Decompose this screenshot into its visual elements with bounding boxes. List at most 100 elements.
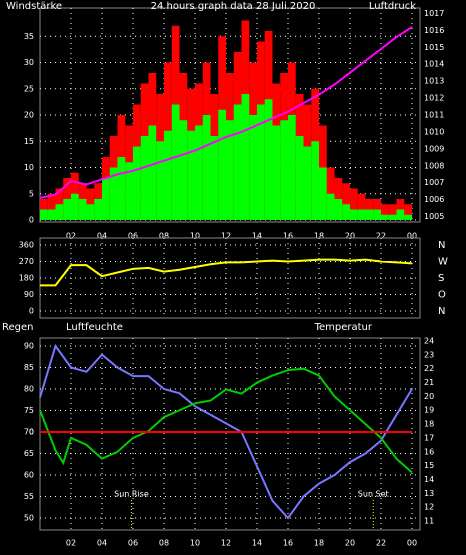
rain-tick-label: 0 bbox=[29, 428, 34, 437]
x-tick-label: 18 bbox=[314, 232, 324, 241]
y-tick-label: 85 bbox=[24, 363, 34, 372]
bar bbox=[396, 209, 405, 220]
y-tick-label: 5 bbox=[29, 189, 34, 198]
y2-tick-label: N bbox=[438, 306, 445, 317]
bar bbox=[71, 193, 79, 220]
bar bbox=[381, 214, 389, 220]
y2-tick-label: 1011 bbox=[424, 111, 444, 120]
bar bbox=[187, 130, 195, 220]
y2-tick-label: 1010 bbox=[424, 127, 444, 136]
y-tick-label: 25 bbox=[24, 84, 34, 93]
y-tick-label: 270 bbox=[19, 257, 34, 266]
bar bbox=[63, 199, 71, 220]
bar bbox=[133, 146, 141, 220]
y-tick-label: 360 bbox=[19, 241, 34, 250]
bar bbox=[171, 104, 180, 220]
y2-tick-label: 24 bbox=[424, 337, 434, 346]
bar bbox=[47, 209, 56, 220]
bar bbox=[334, 199, 343, 220]
y2-tick-label: 1014 bbox=[424, 60, 444, 69]
bar bbox=[195, 125, 203, 220]
y2-tick-label: 13 bbox=[424, 489, 434, 498]
annotation-label: Sun Rise bbox=[114, 490, 149, 499]
bar bbox=[249, 115, 257, 220]
bar bbox=[94, 199, 102, 220]
bar bbox=[404, 204, 412, 220]
bar bbox=[350, 209, 358, 220]
y2-tick-label: 15 bbox=[424, 461, 434, 470]
y2-tick-label: 1006 bbox=[424, 195, 444, 204]
y2-tick-label: 21 bbox=[424, 378, 434, 387]
y-axis-label: Windstärke bbox=[6, 1, 62, 12]
rain-axis-label: Regen bbox=[2, 322, 34, 333]
y2-tick-label: 1005 bbox=[424, 212, 444, 221]
x-tick-label: 16 bbox=[283, 539, 293, 548]
bar bbox=[210, 136, 219, 220]
annotation-label: Sun Set bbox=[358, 490, 389, 499]
bar bbox=[311, 141, 319, 220]
x-tick-label: 18 bbox=[314, 539, 324, 548]
bar bbox=[233, 104, 242, 220]
bar bbox=[404, 214, 412, 220]
x-tick-label: 14 bbox=[252, 232, 262, 241]
x-tick-label: 20 bbox=[345, 232, 355, 241]
line bbox=[39, 367, 413, 474]
x-tick-label: 14 bbox=[252, 539, 262, 548]
bar bbox=[40, 209, 48, 220]
bar bbox=[140, 136, 149, 220]
bar bbox=[381, 204, 389, 220]
x-tick-label: 00 bbox=[407, 232, 417, 241]
line bbox=[40, 258, 413, 287]
plot-frame bbox=[39, 337, 421, 531]
bar bbox=[47, 193, 56, 220]
y2-tick-label: 11 bbox=[424, 517, 434, 526]
y-tick-label: 20 bbox=[24, 111, 34, 120]
bar bbox=[55, 204, 64, 220]
bar bbox=[342, 183, 350, 220]
chart-title: 24 hours graph data 28 Juli 2020 bbox=[151, 1, 316, 12]
x-tick-label: 08 bbox=[159, 539, 169, 548]
bar bbox=[264, 99, 273, 220]
x-tick-label: 10 bbox=[190, 539, 200, 548]
bar bbox=[288, 115, 296, 220]
y2-tick-label: S bbox=[438, 273, 444, 284]
bar bbox=[365, 209, 374, 220]
y2-tick-label: 1015 bbox=[424, 43, 444, 52]
bar bbox=[86, 204, 95, 220]
bar bbox=[357, 209, 366, 220]
y-tick-label: 30 bbox=[24, 58, 34, 67]
y-tick-label: 15 bbox=[24, 137, 34, 146]
x-tick-label: 22 bbox=[376, 539, 386, 548]
y2-tick-label: 16 bbox=[424, 447, 434, 456]
x-tick-label: 16 bbox=[283, 232, 293, 241]
line bbox=[39, 26, 413, 199]
bar bbox=[388, 214, 397, 220]
y2-axis-label: Luftdruck bbox=[369, 1, 416, 12]
line bbox=[39, 343, 413, 520]
bar bbox=[117, 157, 126, 220]
y2-tick-label: N bbox=[438, 240, 445, 251]
x-tick-label: 06 bbox=[128, 539, 138, 548]
y2-tick-label: 14 bbox=[424, 475, 434, 484]
y-tick-label: 90 bbox=[24, 342, 34, 351]
y2-tick-label: 22 bbox=[424, 364, 434, 373]
bar bbox=[319, 167, 327, 220]
x-tick-label: 02 bbox=[66, 539, 76, 548]
y-tick-label: 65 bbox=[24, 449, 34, 458]
bar bbox=[78, 199, 87, 220]
bar bbox=[295, 136, 304, 220]
y-tick-label: 90 bbox=[24, 290, 34, 299]
x-tick-label: 12 bbox=[221, 232, 231, 241]
x-tick-label: 12 bbox=[221, 539, 231, 548]
x-tick-label: 02 bbox=[66, 232, 76, 241]
bar bbox=[179, 120, 188, 220]
y-tick-label: 180 bbox=[19, 274, 34, 283]
y-tick-label: 75 bbox=[24, 406, 34, 415]
bar bbox=[388, 204, 397, 220]
x-tick-label: 20 bbox=[345, 539, 355, 548]
y-tick-label: 55 bbox=[24, 492, 34, 501]
bar bbox=[357, 193, 366, 220]
bar bbox=[241, 94, 250, 220]
y-tick-label: 50 bbox=[24, 514, 34, 523]
